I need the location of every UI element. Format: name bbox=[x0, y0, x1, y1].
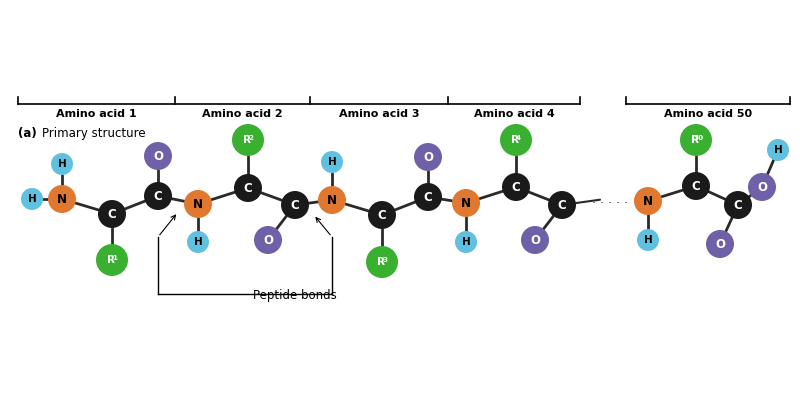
Text: H: H bbox=[462, 237, 470, 247]
Text: Amino acid 50: Amino acid 50 bbox=[664, 109, 752, 119]
Text: C: C bbox=[378, 208, 386, 222]
Text: 3: 3 bbox=[382, 257, 387, 263]
Circle shape bbox=[51, 153, 73, 175]
Circle shape bbox=[748, 173, 776, 201]
Circle shape bbox=[452, 189, 480, 217]
Text: C: C bbox=[154, 190, 162, 203]
Text: R: R bbox=[243, 135, 251, 145]
Text: O: O bbox=[263, 234, 273, 246]
Circle shape bbox=[232, 124, 264, 156]
Circle shape bbox=[502, 173, 530, 201]
Circle shape bbox=[144, 142, 172, 170]
Text: 4: 4 bbox=[516, 135, 521, 141]
Text: C: C bbox=[558, 199, 566, 211]
Text: H: H bbox=[58, 159, 66, 169]
Text: H: H bbox=[28, 194, 36, 204]
Circle shape bbox=[254, 226, 282, 254]
Text: N: N bbox=[57, 192, 67, 206]
Text: N: N bbox=[193, 197, 203, 211]
Text: R: R bbox=[511, 135, 519, 145]
Text: Primary structure: Primary structure bbox=[42, 127, 146, 140]
Circle shape bbox=[318, 186, 346, 214]
Text: C: C bbox=[512, 180, 520, 194]
Text: Peptide bonds: Peptide bonds bbox=[253, 289, 337, 302]
Text: C: C bbox=[692, 180, 700, 192]
Circle shape bbox=[144, 182, 172, 210]
Text: Amino acid 2: Amino acid 2 bbox=[202, 109, 283, 119]
Text: . . . . .: . . . . . bbox=[592, 192, 628, 206]
Circle shape bbox=[682, 172, 710, 200]
Text: C: C bbox=[734, 199, 742, 211]
Text: Amino acid 1: Amino acid 1 bbox=[56, 109, 137, 119]
Text: N: N bbox=[461, 197, 471, 209]
Circle shape bbox=[96, 244, 128, 276]
Text: R: R bbox=[691, 135, 699, 145]
Circle shape bbox=[680, 124, 712, 156]
Circle shape bbox=[98, 200, 126, 228]
Circle shape bbox=[414, 143, 442, 171]
Circle shape bbox=[187, 231, 209, 253]
Text: 2: 2 bbox=[248, 135, 253, 141]
Circle shape bbox=[48, 185, 76, 213]
Circle shape bbox=[321, 151, 343, 173]
Circle shape bbox=[234, 174, 262, 202]
Circle shape bbox=[414, 183, 442, 211]
Circle shape bbox=[21, 188, 43, 210]
Text: (a): (a) bbox=[18, 127, 37, 140]
Circle shape bbox=[368, 201, 396, 229]
Circle shape bbox=[548, 191, 576, 219]
Text: O: O bbox=[423, 150, 433, 164]
Circle shape bbox=[767, 139, 789, 161]
Text: C: C bbox=[424, 190, 432, 204]
Text: H: H bbox=[644, 235, 652, 245]
Text: O: O bbox=[530, 234, 540, 246]
Circle shape bbox=[637, 229, 659, 251]
Text: O: O bbox=[153, 150, 163, 162]
Text: H: H bbox=[194, 237, 202, 247]
Circle shape bbox=[634, 187, 662, 215]
Text: H: H bbox=[774, 145, 782, 155]
Text: O: O bbox=[757, 180, 767, 194]
Circle shape bbox=[184, 190, 212, 218]
Text: C: C bbox=[290, 199, 299, 211]
Text: N: N bbox=[327, 194, 337, 206]
Circle shape bbox=[724, 191, 752, 219]
Text: Amino acid 4: Amino acid 4 bbox=[474, 109, 554, 119]
Text: H: H bbox=[328, 157, 336, 167]
Text: C: C bbox=[108, 208, 116, 220]
Circle shape bbox=[521, 226, 549, 254]
Circle shape bbox=[366, 246, 398, 278]
Text: O: O bbox=[715, 237, 725, 250]
Text: N: N bbox=[643, 194, 653, 208]
Text: R: R bbox=[377, 257, 385, 267]
Text: 1: 1 bbox=[112, 255, 117, 261]
Text: C: C bbox=[244, 182, 252, 194]
Circle shape bbox=[455, 231, 477, 253]
Circle shape bbox=[281, 191, 309, 219]
Text: 50: 50 bbox=[694, 135, 704, 141]
Circle shape bbox=[706, 230, 734, 258]
Circle shape bbox=[500, 124, 532, 156]
Text: Amino acid 3: Amino acid 3 bbox=[338, 109, 419, 119]
Text: R: R bbox=[107, 255, 115, 265]
